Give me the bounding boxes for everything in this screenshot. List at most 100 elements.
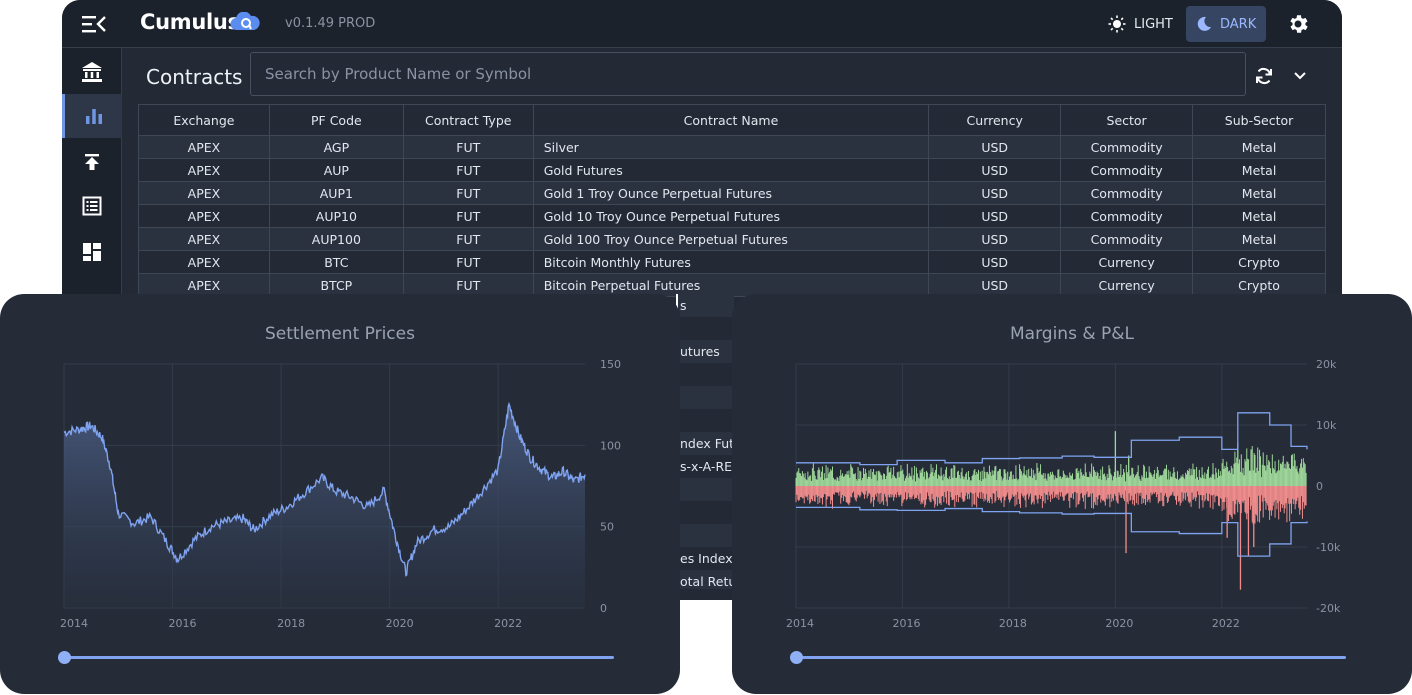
table-cell: APEX [138,273,270,297]
light-theme-label: LIGHT [1134,16,1173,32]
table-row[interactable]: APEX AUP10 FUT Gold 10 Troy Ounce Perpetual… [138,204,1326,228]
fragment-text: utures [680,344,720,359]
table-cell: Commodity [1060,181,1194,205]
table-cell: Commodity [1060,135,1194,159]
x-tick-label: 2016 [892,617,920,630]
table-cell: Crypto [1192,250,1326,274]
table-cell: Bitcoin Perpetual Futures [532,273,930,297]
table-row[interactable]: APEX BTC FUT Bitcoin Monthly Futures USD Curr… [138,250,1326,274]
settlement-range-track[interactable] [64,656,614,659]
pnl-negative-bars [795,486,1307,525]
dark-theme-label: DARK [1220,16,1257,32]
settlement-range-handle[interactable] [58,651,71,664]
sidebar-item-list[interactable] [62,184,122,228]
table-cell: Commodity [1060,227,1194,251]
column-header[interactable]: Sector [1060,104,1194,136]
x-tick-label: 2022 [494,617,522,630]
table-row-fragment: es Index F [678,547,734,570]
cloud-logo-icon [230,12,260,31]
margins-chart[interactable]: 20k 10k 0 -10k -20k 2014 2016 2018 2020 2022 [732,294,1412,694]
table-cell: USD [928,227,1062,251]
y-tick-label: 20k [1316,358,1337,371]
table-cell: USD [928,204,1062,228]
table-row[interactable]: APEX AGP FUT Silver USD Commodity Metal [138,135,1326,159]
sun-icon [1108,15,1126,33]
column-header[interactable]: Contract Type [402,104,534,136]
sidebar-item-dashboard[interactable] [62,230,122,274]
y-tick-label: 0 [600,602,607,615]
refresh-icon[interactable] [1254,66,1274,86]
x-tick-label: 2014 [60,617,88,630]
table-cell: Metal [1192,204,1326,228]
margins-range-track[interactable] [796,656,1346,659]
table-cell: AUP100 [268,227,404,251]
table-cell: FUT [402,135,534,159]
table-cell: APEX [138,227,270,251]
table-cell: Currency [1060,250,1194,274]
table-row-fragment: otal Retur [678,570,734,589]
x-tick-label: 2014 [786,617,814,630]
table-row[interactable]: APEX AUP100 FUT Gold 100 Troy Ounce Perpetu… [138,227,1326,251]
fragment-text: otal Retur [680,574,734,589]
column-header[interactable]: PF Code [268,104,404,136]
settlement-area [64,404,585,608]
settlement-line [63,401,586,577]
menu-collapse-icon[interactable] [82,14,106,34]
table-row-fragment: s-x-A-RE [678,455,734,478]
table-cell: Gold 10 Troy Ounce Perpetual Futures [532,204,930,228]
x-tick-label: 2022 [1212,617,1240,630]
table-row-fragment [678,501,734,524]
margins-range-handle[interactable] [790,651,803,664]
table-cell: Metal [1192,158,1326,182]
column-header[interactable]: Exchange [138,104,270,136]
version-label: v0.1.49 PROD [285,16,376,31]
dashboard-icon [83,243,101,261]
table-cell: FUT [402,181,534,205]
table-cell: Bitcoin Monthly Futures [532,250,930,274]
table-row[interactable]: APEX BTCP FUT Bitcoin Perpetual Futures USD C… [138,273,1326,297]
table-row-fragment [678,317,734,340]
table-row-fragment [678,478,734,501]
table-row-fragment [678,409,734,432]
table-cell: AGP [268,135,404,159]
table-cell: Metal [1192,181,1326,205]
search-input[interactable] [250,52,1246,96]
table-row-fragment [678,386,734,409]
table-cell: AUP10 [268,204,404,228]
table-cell: USD [928,158,1062,182]
bank-icon [82,62,102,82]
sidebar-item-charts[interactable] [62,94,122,138]
sidebar-item-upload[interactable] [62,140,122,184]
x-tick-label: 2020 [1105,617,1133,630]
table-cell: USD [928,135,1062,159]
table-cell: AUP1 [268,181,404,205]
contracts-table: Exchange PF Code Contract Type Contract Nam… [138,104,1326,297]
table-row[interactable]: APEX AUP FUT Gold Futures USD Commodity Metal [138,158,1326,182]
margins-chart-title: Margins & P&L [1010,324,1134,344]
column-header[interactable]: Currency [928,104,1062,136]
margin-upper-line [796,412,1308,466]
column-header[interactable]: Contract Name [532,104,930,136]
top-bar: Cumulus v0.1.49 PROD LIGHT DA [62,0,1342,48]
gear-icon[interactable] [1286,12,1310,36]
light-theme-button[interactable]: LIGHT [1102,8,1182,40]
sidebar-item-bank[interactable] [62,50,122,94]
fragment-text: ndex Futu [680,436,734,451]
table-cell: BTC [268,250,404,274]
table-cell: USD [928,181,1062,205]
y-tick-label: 10k [1316,419,1337,432]
chevron-down-icon[interactable] [1290,66,1310,86]
y-tick-label: 50 [600,521,614,534]
table-cell: AUP [268,158,404,182]
table-row-fragment: ndex Futu [678,432,734,455]
dark-theme-button[interactable]: DARK [1186,6,1266,42]
settlement-chart[interactable]: 0 50 100 150 2014 2016 2018 2020 2022 [0,294,680,694]
margins-pnl-panel: Margins & P&L 20k 10k 0 -10k -20k 2014 2016 201… [732,294,1412,694]
x-tick-label: 2018 [277,617,305,630]
settlement-chart-title: Settlement Prices [265,324,415,344]
table-cell: APEX [138,204,270,228]
table-row[interactable]: APEX AUP1 FUT Gold 1 Troy Ounce Perpetual F… [138,181,1326,205]
y-tick-label: 150 [600,358,621,371]
column-header[interactable]: Sub-Sector [1192,104,1326,136]
page-title: Contracts [146,65,243,89]
